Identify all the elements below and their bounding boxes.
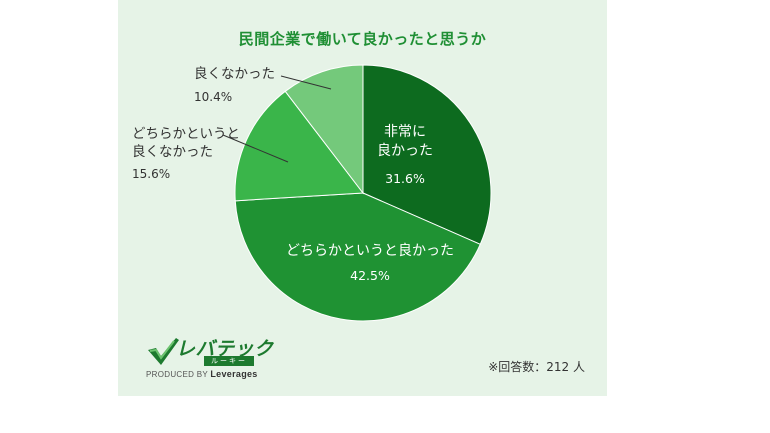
slice-label-2-1: 良くなかった [132, 144, 213, 160]
produced-by-text: PRODUCED BY [146, 370, 208, 379]
slice-label-3-0: 良くなかった [194, 66, 275, 82]
slice-label-2-0: どちらかというと [132, 126, 240, 142]
logo-subtitle: ルーキー [204, 356, 254, 366]
respondent-count: ※回答数：212 人 [488, 360, 585, 374]
pie-slice-2 [234, 90, 364, 202]
logo-produced-by: PRODUCED BY Leverages [146, 369, 258, 379]
slice-label-0-0: 非常に [384, 124, 426, 140]
checkmark-icon [148, 338, 179, 365]
leader-line-2 [222, 134, 289, 163]
slice-value-2: 15.6% [132, 167, 170, 181]
company-name: Leverages [210, 369, 258, 379]
slice-label-1-0: どちらかというと良かった [286, 243, 454, 259]
pie-slice-3 [284, 64, 364, 195]
slice-value-0: 31.6% [385, 171, 425, 186]
slice-value-3: 10.4% [194, 90, 232, 104]
pie-slice-0 [362, 64, 492, 245]
slice-label-0-1: 良かった [377, 143, 433, 159]
chart-panel: 民間企業で働いて良かったと思うか 非常に良かった 31.6% どちらかというと良かっ… [118, 0, 607, 396]
chart-title: 民間企業で働いて良かったと思うか [238, 30, 487, 48]
slice-value-1: 42.5% [350, 268, 390, 283]
brand-logo: レバテック ルーキー PRODUCED BY Leverages [146, 336, 273, 379]
pie-slice-1 [234, 192, 481, 322]
logo-name: レバテック [176, 338, 274, 360]
pie-chart: 非常に良かった31.6%どちらかというと良かった42.5%どちらかというと良くな… [132, 64, 492, 322]
leader-line-3 [280, 75, 332, 90]
